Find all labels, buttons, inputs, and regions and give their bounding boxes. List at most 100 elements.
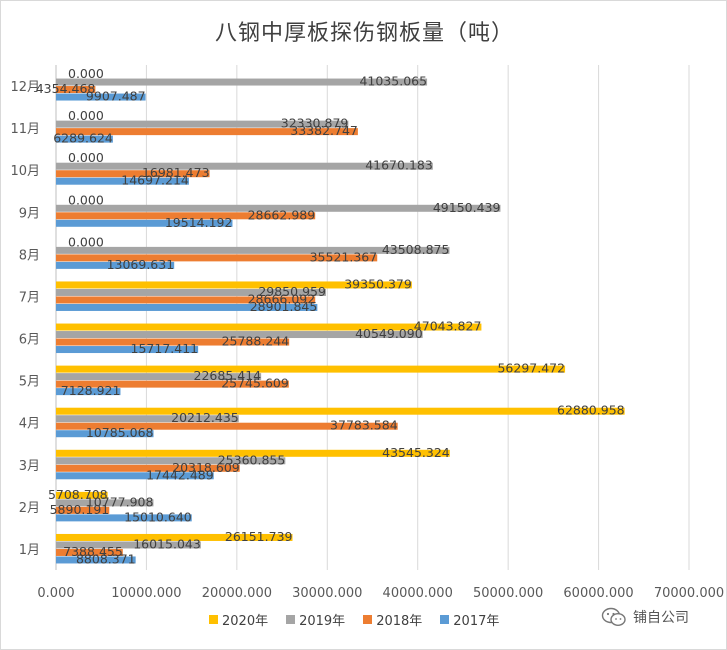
bar: [56, 388, 121, 396]
bar: [56, 514, 192, 522]
y-tick-label: 2月: [19, 501, 40, 516]
data-label: 32330.879: [281, 116, 349, 131]
legend-label: 2019年: [299, 613, 346, 629]
bar: [56, 212, 316, 220]
y-tick-label: 10月: [10, 164, 40, 179]
data-label: 0.000: [68, 150, 104, 165]
y-tick-label: 9月: [19, 206, 40, 221]
data-label: 15010.640: [124, 509, 192, 524]
y-tick-label: 6月: [19, 333, 40, 348]
bar: [56, 472, 214, 480]
data-label: 25745.609: [221, 376, 289, 391]
legend-label: 2020年: [222, 613, 269, 629]
bar: [56, 323, 482, 331]
bar: [56, 506, 110, 514]
data-label: 22685.414: [194, 368, 262, 383]
data-label: 35521.367: [310, 249, 378, 264]
data-label: 15717.411: [131, 341, 199, 356]
y-tick-label: 4月: [19, 417, 40, 432]
data-label: 25360.855: [218, 452, 286, 467]
bar: [56, 331, 423, 339]
bar: [56, 373, 262, 381]
bar: [56, 288, 326, 296]
wechat-icon: [601, 607, 626, 627]
data-label: 47043.827: [414, 319, 482, 334]
data-label: 43508.875: [382, 242, 450, 257]
data-label: 16981.473: [142, 165, 210, 180]
bar: [56, 261, 175, 269]
data-label: 39350.379: [344, 276, 412, 291]
data-label: 5890.191: [50, 502, 110, 517]
bar: [56, 135, 113, 143]
data-label: 28662.989: [248, 207, 316, 222]
legend-item: 2018年: [363, 610, 422, 629]
data-label: 10785.068: [86, 425, 154, 440]
data-label: 40549.090: [355, 326, 423, 341]
bar: [56, 162, 433, 170]
bar: [56, 407, 625, 415]
bar: [56, 430, 154, 438]
y-tick-label: 11月: [10, 122, 40, 137]
legend-swatch: [363, 614, 373, 624]
legend-swatch: [209, 614, 218, 624]
data-label: 28666.092: [248, 291, 316, 306]
data-label: 0.000: [68, 66, 104, 81]
data-label: 20318.609: [172, 460, 240, 475]
data-label: 41670.183: [365, 158, 433, 173]
bar: [56, 449, 450, 457]
data-label: 49150.439: [433, 200, 501, 215]
data-label: 0.000: [68, 192, 104, 207]
bar: [56, 93, 146, 101]
x-tick-label: 60000.000: [563, 586, 633, 601]
data-label: 7388.455: [63, 544, 123, 559]
legend: 2020年 2019年 2018年 2017年: [209, 609, 499, 629]
y-tick-label: 5月: [19, 375, 40, 390]
bar: [56, 365, 566, 373]
y-tick-label: 12月: [10, 80, 40, 95]
bar: [56, 281, 412, 289]
data-label: 17442.489: [146, 467, 214, 482]
data-label: 14697.214: [121, 173, 189, 188]
bar: [56, 491, 108, 499]
data-label: 6289.624: [53, 131, 113, 146]
chart-plot: 0.000 10000.000 20000.000 30000.000 40000.00…: [10, 65, 724, 601]
data-label: 37783.584: [330, 418, 398, 433]
bar: [56, 548, 123, 556]
bar: [56, 346, 199, 354]
x-tick-label: 70000.000: [654, 586, 724, 601]
chart-title: 八钢中厚板探伤钢板量（吨）: [214, 21, 514, 46]
y-tick-label: 1月: [19, 543, 40, 558]
bar: [56, 254, 378, 262]
bar: [56, 541, 201, 549]
x-tick-label: 50000.000: [473, 586, 543, 601]
legend-item: 2020年: [209, 610, 268, 629]
data-label: 25788.244: [222, 334, 290, 349]
x-tick-label: 10000.000: [111, 586, 181, 601]
watermark: 铺自公司: [601, 607, 689, 627]
bar: [56, 86, 96, 94]
data-label: 10777.908: [86, 494, 154, 509]
legend-label: 2017年: [453, 613, 500, 629]
bar: [56, 177, 189, 185]
data-label: 4354.468: [36, 81, 96, 96]
bar: [56, 457, 286, 465]
data-label: 33382.747: [290, 123, 358, 138]
bar: [56, 246, 450, 254]
bar: [56, 296, 316, 304]
y-tick-label: 3月: [19, 459, 40, 474]
data-label: 26151.739: [225, 529, 293, 544]
bar: [56, 303, 318, 311]
x-tick-label: 30000.000: [292, 586, 362, 601]
bar: [56, 204, 501, 212]
data-label: 20212.435: [171, 410, 239, 425]
bar: [56, 422, 398, 430]
bar: [56, 128, 358, 136]
data-label: 16015.043: [133, 536, 201, 551]
bar: [56, 338, 290, 346]
legend-label: 2018年: [376, 613, 423, 629]
data-label: 13069.631: [107, 257, 175, 272]
data-label: 9907.487: [86, 89, 146, 104]
data-label: 0.000: [68, 234, 104, 249]
bar: [56, 380, 289, 388]
